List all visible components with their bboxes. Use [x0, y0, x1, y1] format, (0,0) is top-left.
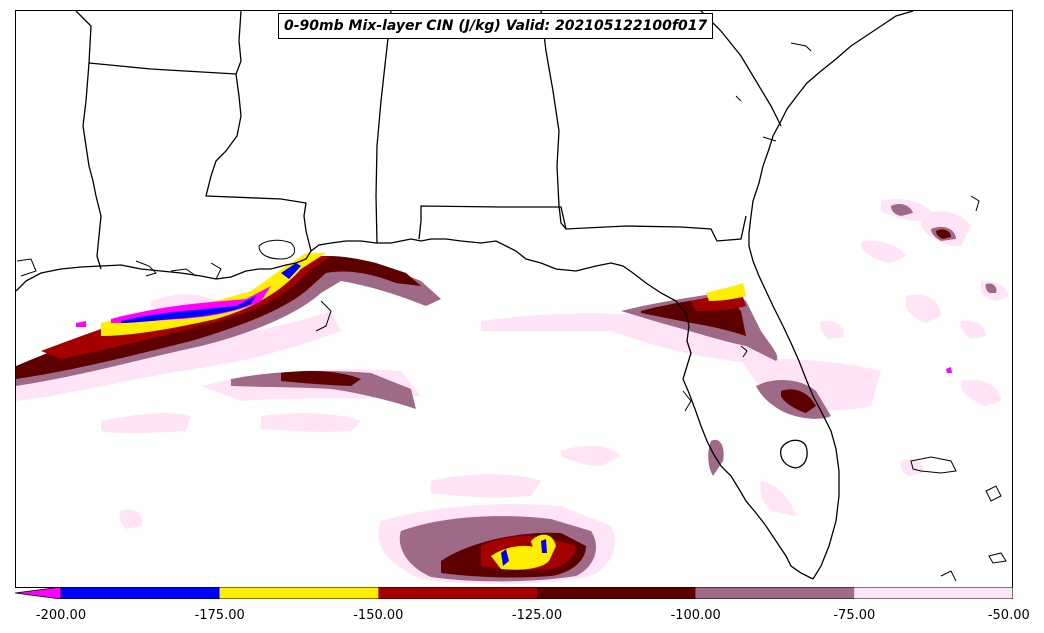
colorbar-bin	[854, 587, 1013, 599]
colorbar-bin	[537, 587, 696, 599]
colorbar-tick-label: -50.00	[987, 608, 1030, 623]
border-ms-north	[235, 11, 242, 75]
colorbar	[15, 587, 1013, 599]
cin-band-extreme	[76, 263, 952, 566]
colorbar-tick-label: -75.00	[833, 608, 876, 623]
colorbar-bin	[61, 587, 220, 599]
colorbar-outline	[60, 587, 1013, 599]
colorbar-tick-label: -200.00	[35, 608, 87, 623]
border-ms-al	[375, 11, 392, 244]
colorbar-tick-label: -175.00	[194, 608, 245, 623]
border-ar-west	[75, 11, 92, 127]
colorbar-bins	[61, 587, 1013, 599]
border-tx-la	[82, 125, 102, 270]
colorbar-bin	[378, 587, 537, 599]
lake-okeechobee	[780, 439, 808, 469]
map-panel	[15, 10, 1013, 588]
map-title: 0-90mb Mix-layer CIN (J/kg) Valid: 20210…	[278, 13, 714, 39]
coastline-and-borders	[16, 11, 914, 580]
border-al-ga	[540, 11, 567, 230]
gulf-coastline	[16, 238, 814, 580]
map-canvas	[16, 11, 1009, 584]
colorbar-extend-min	[15, 587, 62, 599]
border-la-ms	[205, 73, 312, 252]
cin-shading	[16, 199, 1009, 584]
border-al-fl	[418, 205, 747, 242]
colorbar-tick-label: -100.00	[670, 608, 721, 623]
florida-east-coast	[748, 11, 914, 580]
colorbar-bin	[219, 587, 379, 599]
coastal-details	[16, 42, 1007, 582]
border-ar-la	[88, 62, 237, 75]
colorbar-bin	[695, 587, 855, 599]
colorbar-tick-label: -125.00	[511, 608, 563, 623]
border-ga-sc	[700, 11, 782, 127]
colorbar-tick-label: -150.00	[353, 608, 404, 623]
